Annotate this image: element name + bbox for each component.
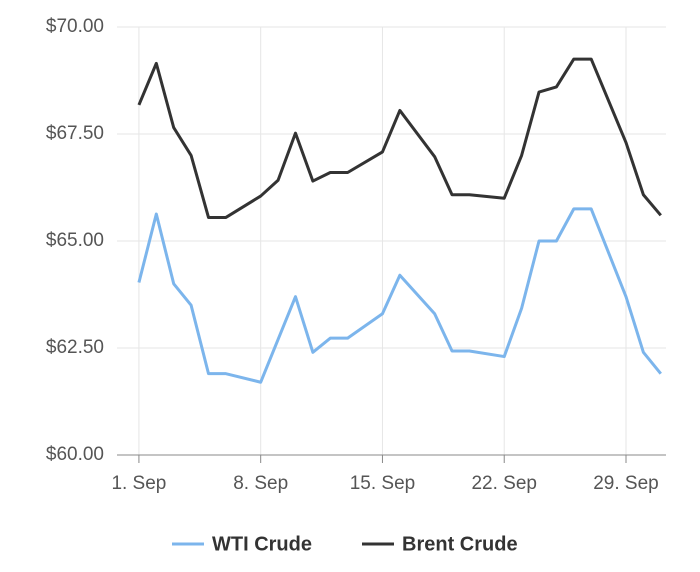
legend-text: WTI Crude xyxy=(212,533,312,555)
y-tick-label: $67.50 xyxy=(46,123,104,144)
y-tick-label: $70.00 xyxy=(46,16,104,37)
x-tick-label: 22. Sep xyxy=(471,473,537,494)
series-line xyxy=(137,207,662,384)
series-line xyxy=(137,57,662,219)
x-tick-label: 15. Sep xyxy=(350,473,416,494)
x-tick-label: 8. Sep xyxy=(233,473,288,494)
x-tick-label: 29. Sep xyxy=(593,473,659,494)
y-tick-label: $65.00 xyxy=(46,230,104,251)
y-tick-label: $60.00 xyxy=(46,444,104,465)
legend-text: Brent Crude xyxy=(402,533,518,555)
y-tick-label: $62.50 xyxy=(46,337,104,358)
x-tick-label: 1. Sep xyxy=(111,473,166,494)
